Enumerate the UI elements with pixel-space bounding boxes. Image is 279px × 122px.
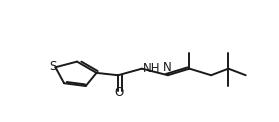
Text: S: S [50, 60, 57, 73]
Text: O: O [115, 86, 124, 99]
Text: NH: NH [143, 62, 160, 75]
Text: N: N [162, 61, 171, 74]
